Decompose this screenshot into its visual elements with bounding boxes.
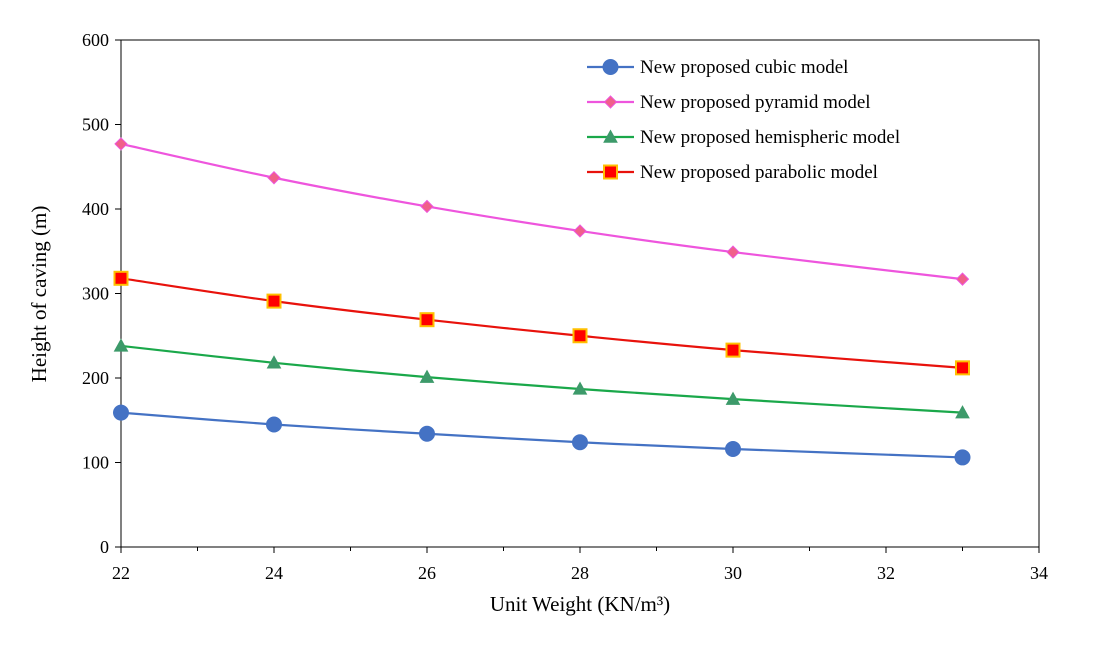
series-triangle bbox=[113, 338, 970, 419]
x-tick-label: 30 bbox=[724, 563, 742, 583]
x-tick-label: 22 bbox=[112, 563, 130, 583]
legend-item: New proposed pyramid model bbox=[587, 92, 871, 113]
series-square bbox=[113, 270, 970, 376]
data-point-diamond bbox=[267, 171, 281, 185]
legend-label: New proposed hemispheric model bbox=[640, 127, 900, 148]
data-point-circle bbox=[572, 434, 588, 451]
data-point-triangle bbox=[419, 369, 435, 383]
y-axis-title: Height of caving (m) bbox=[27, 206, 51, 383]
y-tick-label: 0 bbox=[100, 537, 109, 557]
data-point-circle bbox=[954, 449, 971, 466]
x-axis-title: Unit Weight (KN/m³) bbox=[490, 592, 670, 616]
x-tick-label: 34 bbox=[1030, 563, 1048, 583]
series-circle bbox=[113, 404, 971, 466]
legend-marker-triangle bbox=[603, 129, 618, 143]
data-point-square bbox=[725, 342, 741, 358]
legend-item: New proposed parabolic model bbox=[587, 162, 878, 183]
legend-marker-square bbox=[603, 164, 618, 180]
data-point-circle bbox=[725, 440, 741, 457]
data-point-triangle bbox=[572, 381, 588, 395]
data-point-diamond bbox=[114, 137, 128, 151]
data-point-triangle bbox=[113, 338, 129, 352]
series-line bbox=[120, 277, 963, 369]
data-point-triangle bbox=[725, 391, 741, 405]
legend-item: New proposed cubic model bbox=[587, 57, 848, 78]
y-tick-label: 400 bbox=[82, 199, 109, 219]
data-point-diamond bbox=[573, 224, 587, 238]
data-point-square bbox=[955, 360, 970, 376]
data-point-triangle bbox=[955, 405, 970, 419]
legend-label: New proposed parabolic model bbox=[640, 162, 878, 183]
legend: New proposed cubic model New proposed pyr… bbox=[587, 57, 900, 183]
legend-marker-circle bbox=[602, 59, 619, 75]
data-point-triangle bbox=[266, 355, 282, 369]
data-point-square bbox=[419, 312, 435, 328]
data-point-square bbox=[113, 270, 129, 286]
y-tick-label: 500 bbox=[82, 115, 109, 135]
series-diamond bbox=[114, 137, 970, 286]
data-point-diamond bbox=[955, 272, 970, 286]
x-tick-label: 32 bbox=[877, 563, 895, 583]
data-point-circle bbox=[266, 416, 282, 433]
legend-label: New proposed pyramid model bbox=[640, 92, 871, 113]
x-tick-label: 26 bbox=[418, 563, 436, 583]
y-tick-label: 600 bbox=[82, 30, 109, 50]
legend-label: New proposed cubic model bbox=[640, 57, 848, 78]
x-tick-label: 28 bbox=[571, 563, 589, 583]
y-tick-label: 300 bbox=[82, 284, 109, 304]
data-point-diamond bbox=[726, 245, 740, 259]
data-point-diamond bbox=[420, 199, 434, 214]
series-line bbox=[120, 142, 963, 281]
data-point-square bbox=[266, 293, 282, 309]
series-line bbox=[120, 344, 963, 414]
series-line bbox=[120, 411, 963, 459]
legend-marker-diamond bbox=[603, 95, 618, 109]
data-point-circle bbox=[419, 425, 435, 442]
y-tick-label: 100 bbox=[82, 453, 109, 473]
plot-frame bbox=[120, 39, 1040, 548]
axis-ticks: 0 100 200 300 400 500 600 22 24 26 28 30 32 34 bbox=[82, 30, 1048, 583]
x-tick-label: 24 bbox=[265, 563, 283, 583]
data-point-square bbox=[572, 328, 588, 344]
data-point-circle bbox=[113, 404, 129, 421]
y-tick-label: 200 bbox=[82, 368, 109, 388]
series-group bbox=[113, 137, 971, 466]
legend-item: New proposed hemispheric model bbox=[587, 127, 900, 148]
